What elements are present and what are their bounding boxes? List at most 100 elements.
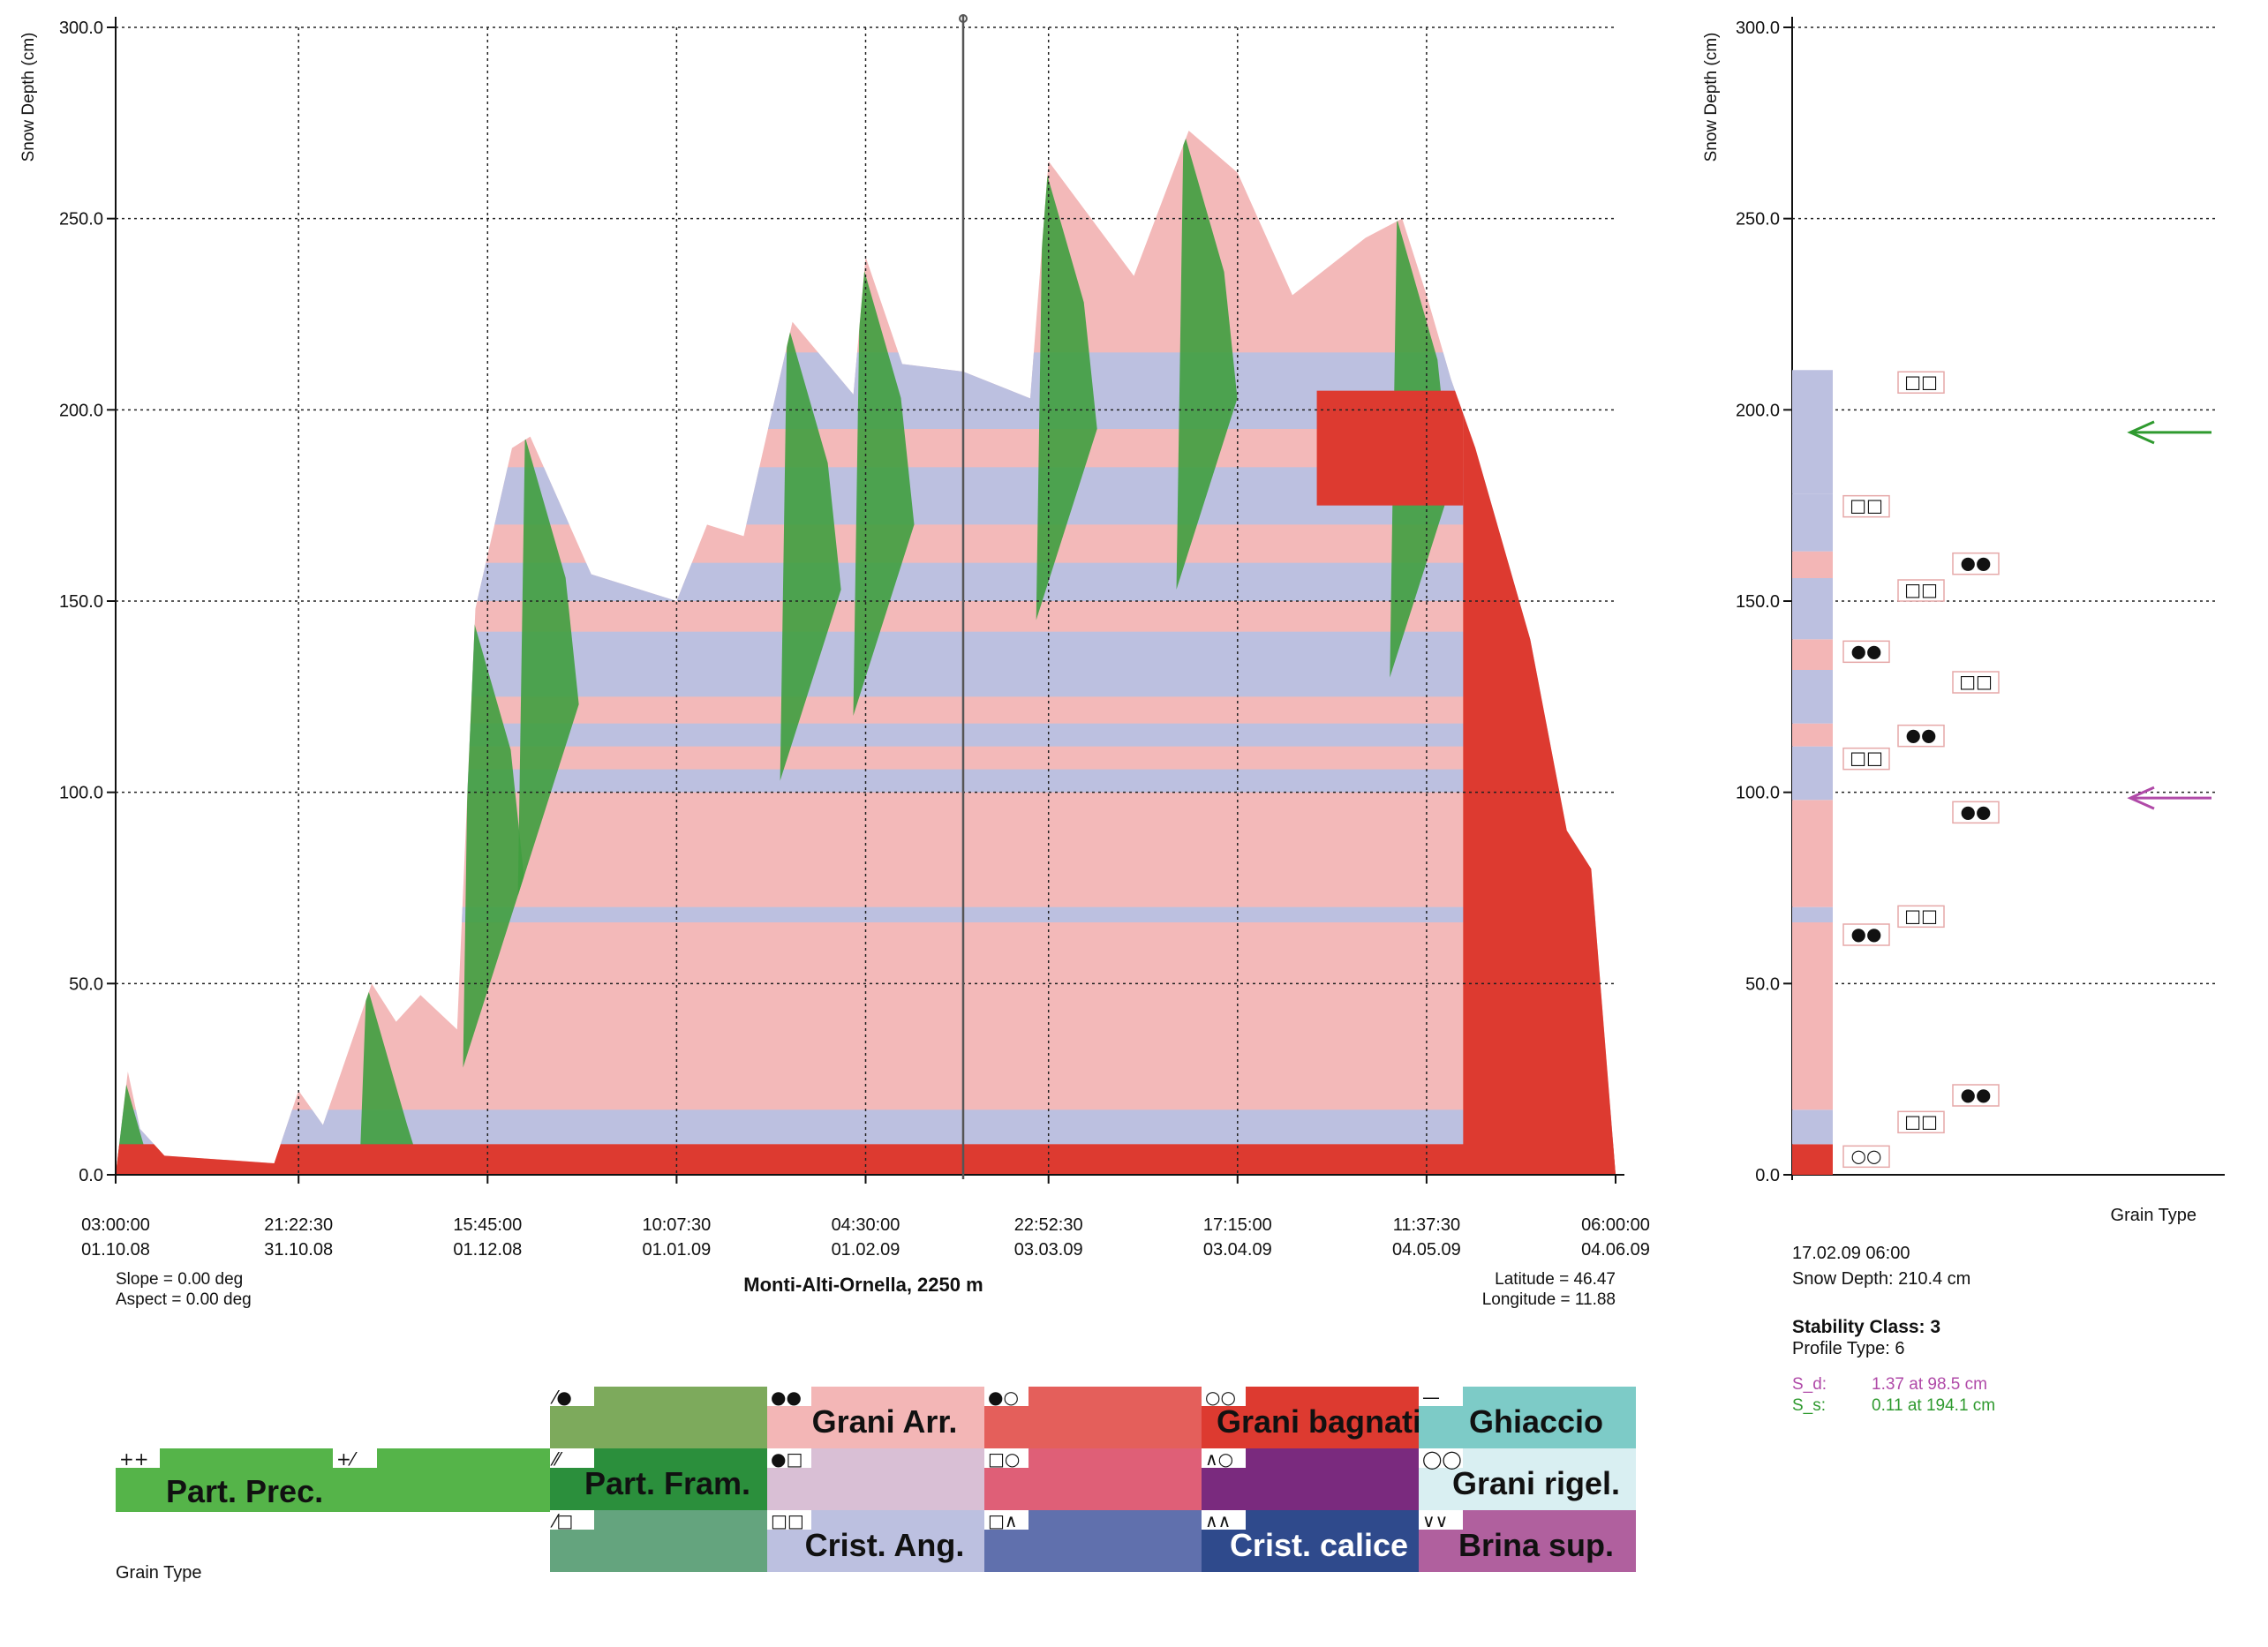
legend-symbol-1: +⁄ — [336, 1448, 358, 1470]
legend-symbol-10: □∧ — [988, 1510, 1018, 1531]
new-snow-wedge-1 — [359, 983, 421, 1175]
main-ytick-label-4: 200.0 — [59, 401, 103, 420]
profile-symbol-box-10 — [1897, 579, 1945, 602]
legend-symbol-14: — — [1422, 1387, 1440, 1408]
legend-symbol-bg-8 — [984, 1387, 1029, 1406]
profile-layer-4[interactable] — [1792, 906, 1833, 922]
legend-symbol-5: ●● — [771, 1387, 802, 1408]
profile-ytick-label-2: 100.0 — [1736, 784, 1780, 803]
profile-symbol-6: □□ — [1850, 748, 1883, 769]
profile-layer-9[interactable] — [1792, 639, 1833, 670]
profile-symbol-13: □□ — [1904, 371, 1938, 392]
legend-symbol-bg-10 — [984, 1510, 1029, 1530]
profile-symbol-7: ●● — [1906, 725, 1937, 746]
profile-layer-2[interactable] — [1792, 1083, 1833, 1110]
profile-ytick-label-1: 50.0 — [1745, 974, 1780, 994]
legend-symbol-8: ●○ — [988, 1387, 1019, 1408]
legend-symbol-9: □○ — [988, 1448, 1020, 1470]
legend-title: Grain Type — [116, 1563, 201, 1583]
profile-symbol-box-11 — [1952, 552, 2000, 575]
main-xtick-time-5: 22:52:30 — [1014, 1215, 1083, 1235]
stability-marker-arrow-0 — [2127, 786, 2155, 810]
profile-symbol-1: □□ — [1904, 1110, 1938, 1132]
main-xtick-time-6: 17:15:00 — [1203, 1215, 1272, 1235]
ss-label: S_s: — [1792, 1396, 1826, 1415]
main-xtick-time-4: 04:30:00 — [832, 1215, 900, 1235]
profile-symbol-box-13 — [1897, 371, 1945, 395]
sd-value: 1.37 at 98.5 cm — [1872, 1375, 1987, 1394]
legend-symbol-bg-3 — [550, 1448, 594, 1468]
stability-class: Stability Class: 3 — [1792, 1317, 1940, 1337]
legend-label-3: Part. Fram. — [584, 1465, 750, 1501]
profile-symbol-10: □□ — [1904, 579, 1938, 600]
profile-symbol-box-9 — [1842, 640, 1890, 664]
legend-symbol-15: ◯◯ — [1422, 1448, 1462, 1470]
profile-layer-11[interactable] — [1792, 551, 1833, 578]
profile-layer-3[interactable] — [1792, 922, 1833, 1083]
legend-symbol-bg-0 — [116, 1448, 160, 1468]
main-grid — [116, 26, 1616, 1175]
profile-symbol-5: ●● — [1961, 801, 1992, 822]
legend-label-11: Grani bagnati — [1217, 1403, 1421, 1440]
legend-label-13: Crist. calice — [1230, 1527, 1408, 1563]
profile-grain-symbols: ○○ □□ ●● ●● □□ ●● □□ ●● □□ ●● □□ ●● □□ □□ — [1842, 371, 2000, 1169]
profile-symbol-box-1 — [1897, 1110, 1945, 1134]
main-xtick-date-6: 03.04.09 — [1203, 1240, 1272, 1260]
legend-symbol-bg-5 — [767, 1387, 811, 1406]
faceted-band-4 — [116, 906, 1616, 922]
profile-layer-13[interactable] — [1792, 370, 1833, 494]
profile-layer-1[interactable] — [1792, 1109, 1833, 1145]
main-xtick-time-3: 10:07:30 — [642, 1215, 711, 1235]
legend-symbol-13: ∧∧ — [1205, 1510, 1231, 1531]
profile-type: Profile Type: 6 — [1792, 1339, 1904, 1358]
main-ytick-label-0: 0.0 — [79, 1166, 103, 1185]
profile-symbol-box-3 — [1842, 923, 1890, 946]
aspect-label: Aspect = 0.00 deg — [116, 1290, 252, 1309]
profile-layer-12[interactable] — [1792, 493, 1833, 552]
legend-label-5: Grani Arr. — [812, 1403, 958, 1440]
legend-label-0: Part. Prec. — [166, 1473, 323, 1509]
legend-symbol-2: ⁄● — [550, 1387, 572, 1408]
stability-markers — [2127, 420, 2211, 810]
profile-symbol-2: ●● — [1961, 1084, 1992, 1105]
new-snow-wedge-2 — [463, 608, 524, 1068]
main-xtick-time-7: 11:37:30 — [1393, 1215, 1460, 1235]
legend-symbol-bg-7 — [767, 1510, 811, 1530]
main-xtick-time-8: 06:00:00 — [1581, 1215, 1650, 1235]
legend-symbol-bg-2 — [550, 1387, 594, 1406]
profile-symbol-box-12 — [1842, 494, 1890, 518]
profile-layer-6[interactable] — [1792, 746, 1833, 801]
legend-symbol-bg-6 — [767, 1448, 811, 1468]
profile-layer-8[interactable] — [1792, 670, 1833, 724]
main-xtick-date-4: 01.02.09 — [832, 1240, 900, 1260]
main-ytick-label-2: 100.0 — [59, 784, 103, 803]
legend-symbol-16: ∨∨ — [1422, 1510, 1448, 1531]
profile-layers — [1792, 370, 1833, 1175]
profile-ytick-label-6: 300.0 — [1736, 19, 1780, 38]
profile-layer-10[interactable] — [1792, 578, 1833, 640]
profile-symbol-0: ○○ — [1851, 1145, 1882, 1166]
main-xtick-date-7: 04.05.09 — [1392, 1240, 1461, 1260]
profile-layer-5[interactable] — [1792, 800, 1833, 907]
main-xtick-time-2: 15:45:00 — [453, 1215, 522, 1235]
profile-layer-0[interactable] — [1792, 1144, 1833, 1175]
profile-layer-7[interactable] — [1792, 723, 1833, 747]
legend-symbol-bg-1 — [333, 1448, 377, 1468]
legend-symbol-bg-11 — [1202, 1387, 1246, 1406]
main-ytick-label-3: 150.0 — [59, 592, 103, 612]
main-xtick-time-0: 03:00:00 — [81, 1215, 150, 1235]
station-title: Monti-Alti-Ornella, 2250 m — [743, 1274, 983, 1296]
main-ytick-label-5: 250.0 — [59, 210, 103, 229]
profile-symbol-box-0 — [1842, 1145, 1890, 1169]
legend-symbol-bg-12 — [1202, 1448, 1246, 1468]
legend-symbol-bg-9 — [984, 1448, 1029, 1468]
ss-value: 0.11 at 194.1 cm — [1872, 1396, 1995, 1415]
new-snow-wedge-4 — [780, 321, 841, 781]
profile-xlabel: Grain Type — [2111, 1206, 2196, 1225]
main-ylabel: Snow Depth (cm) — [19, 33, 38, 162]
legend-label-16: Brina sup. — [1458, 1527, 1614, 1563]
legend-symbol-11: ○○ — [1205, 1387, 1236, 1408]
legend-label-7: Crist. Ang. — [805, 1527, 965, 1563]
legend-symbol-0: ++ — [119, 1448, 149, 1470]
